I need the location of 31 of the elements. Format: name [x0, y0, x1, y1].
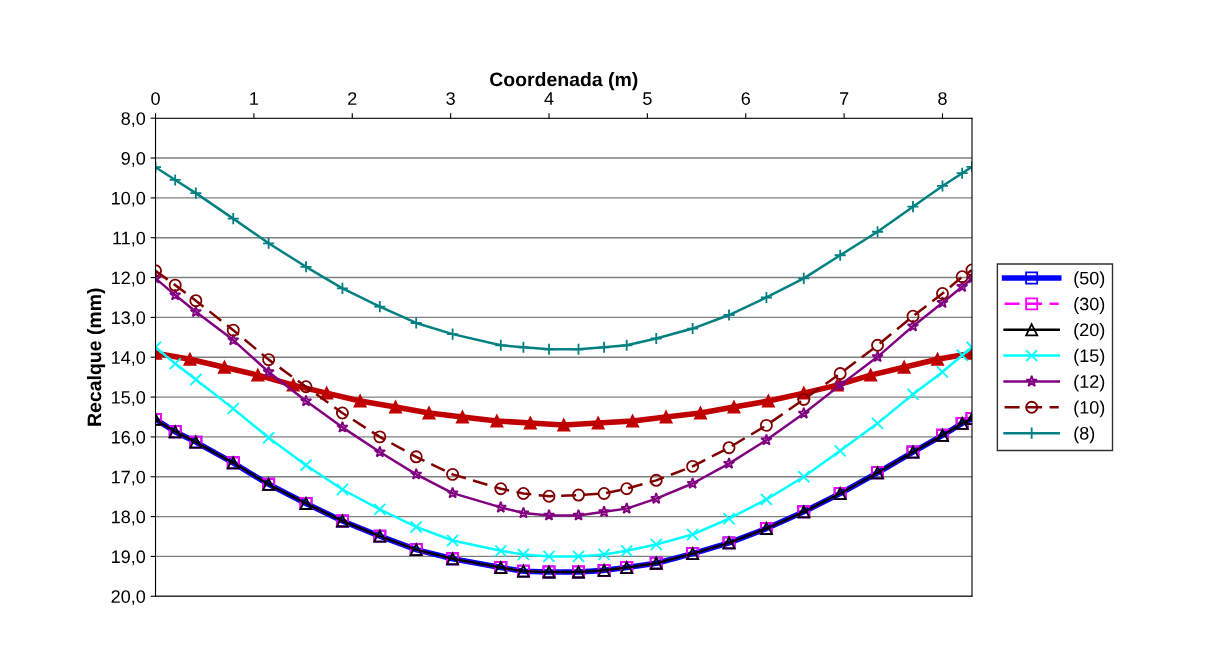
x-tick-label: 7 [840, 92, 849, 105]
y-tick-label: 9,0 [121, 151, 146, 167]
x-tick-label: 5 [643, 92, 652, 105]
x-tick-label: 3 [446, 92, 455, 105]
y-axis-title: Recalque (mm) [86, 288, 106, 426]
x-tick-label: 0 [151, 92, 160, 105]
legend-label: (30) [1074, 297, 1105, 314]
x-axis-title: Coordenada (m) [490, 72, 638, 91]
x-tick-label: 8 [938, 92, 947, 105]
y-tick-label: 16,0 [112, 430, 146, 446]
legend-label: (20) [1074, 322, 1105, 340]
y-tick-label: 20,0 [111, 590, 146, 606]
legend-label: (12) [1074, 374, 1105, 392]
y-tick-label: 19,0 [112, 550, 146, 566]
y-tick-label: 11,0 [113, 231, 146, 247]
y-tick-label: 17,0 [112, 470, 146, 486]
x-tick-label: 4 [544, 92, 554, 105]
y-tick-label: 15,0 [112, 391, 146, 406]
y-tick-label: 14,0 [112, 351, 146, 367]
y-tick-label: 10,0 [112, 191, 146, 207]
x-tick-label: 2 [348, 92, 357, 105]
x-tick-label: 1 [250, 92, 259, 105]
y-tick-label: 18,0 [112, 510, 146, 526]
y-tick-label: 12,0 [112, 271, 146, 287]
y-tick-label: 13,0 [112, 311, 146, 327]
legend-label: (8) [1074, 426, 1095, 444]
legend-label: (10) [1074, 400, 1105, 418]
x-tick-label: 6 [741, 92, 750, 105]
y-tick-label: 8,0 [121, 112, 146, 128]
legend-label: (15) [1074, 348, 1105, 366]
legend-label: (50) [1074, 271, 1105, 289]
